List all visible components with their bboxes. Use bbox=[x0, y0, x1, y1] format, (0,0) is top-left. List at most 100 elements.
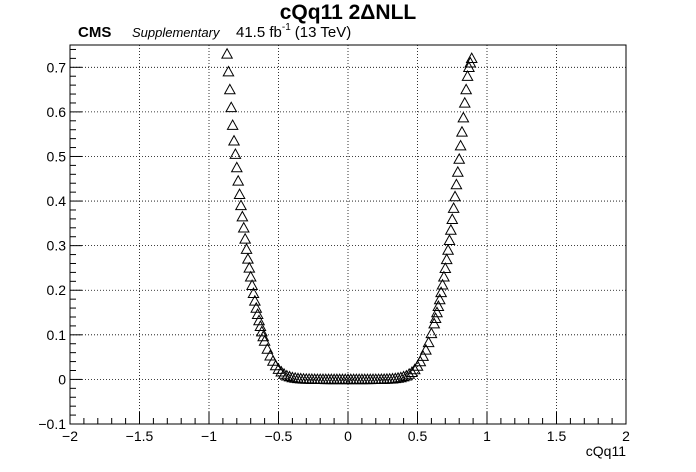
y-tick-labels: −0.1 0 0.1 0.2 0.3 0.4 0.5 0.6 0.7 bbox=[38, 59, 66, 432]
data-point bbox=[225, 101, 238, 113]
data-point bbox=[230, 161, 243, 173]
data-point bbox=[223, 83, 236, 95]
data-point bbox=[258, 334, 271, 346]
data-point bbox=[252, 314, 266, 326]
x-tick-label: −1 bbox=[201, 428, 217, 444]
y-tick-label: −0.1 bbox=[38, 416, 66, 432]
y-tick-label: 0 bbox=[58, 371, 66, 387]
data-point bbox=[451, 165, 464, 177]
data-point bbox=[414, 355, 427, 367]
data-point bbox=[240, 242, 253, 254]
x-tick-label: −1.5 bbox=[126, 428, 154, 444]
data-point bbox=[254, 320, 267, 332]
axis-ticks bbox=[69, 48, 627, 425]
supplementary-label: Supplementary bbox=[132, 25, 221, 40]
x-tick-label: 0.5 bbox=[408, 428, 428, 444]
data-point bbox=[436, 278, 449, 290]
x-tick-label: 1.5 bbox=[547, 428, 567, 444]
data-point bbox=[425, 327, 438, 339]
data-point bbox=[430, 306, 444, 318]
data-point bbox=[246, 279, 259, 290]
data-point bbox=[448, 190, 462, 202]
data-point bbox=[442, 243, 455, 255]
y-tick-label: 0.5 bbox=[47, 148, 67, 164]
data-point bbox=[261, 342, 274, 354]
data-point bbox=[447, 201, 460, 213]
data-point bbox=[454, 139, 467, 151]
data-point bbox=[405, 366, 418, 377]
experiment-label: CMS bbox=[78, 24, 111, 41]
energy-label: (13 TeV) bbox=[295, 24, 351, 41]
data-point bbox=[255, 325, 268, 337]
data-point bbox=[435, 286, 448, 298]
data-point bbox=[444, 223, 457, 235]
data-point bbox=[227, 134, 241, 146]
data-point bbox=[455, 125, 469, 137]
data-point bbox=[232, 174, 245, 186]
data-point bbox=[229, 148, 242, 159]
data-point bbox=[408, 363, 421, 375]
y-tick-label: 0.4 bbox=[47, 193, 67, 209]
data-point bbox=[460, 83, 473, 95]
x-axis-label: cQq11 bbox=[586, 443, 626, 459]
data-point bbox=[243, 261, 256, 273]
data-point bbox=[241, 252, 254, 264]
luminosity-exponent: -1 bbox=[282, 22, 291, 33]
data-point bbox=[419, 343, 432, 355]
data-point bbox=[446, 213, 459, 224]
data-point bbox=[417, 349, 430, 361]
data-point bbox=[443, 234, 456, 245]
data-point bbox=[400, 369, 413, 381]
y-tick-label: 0.2 bbox=[47, 282, 67, 298]
data-point bbox=[272, 362, 285, 374]
data-point bbox=[226, 119, 239, 130]
luminosity-label: 41.5 fb-1 (13 TeV) bbox=[236, 22, 351, 41]
data-point bbox=[280, 369, 293, 381]
data-point bbox=[283, 370, 296, 382]
x-tick-label: 2 bbox=[622, 428, 630, 444]
data-point bbox=[450, 178, 463, 190]
data-point bbox=[222, 65, 235, 77]
y-tick-label: 0.3 bbox=[47, 238, 67, 254]
data-point bbox=[428, 317, 441, 329]
data-point bbox=[458, 96, 471, 108]
data-point bbox=[437, 270, 450, 282]
x-tick-label: −0.5 bbox=[265, 428, 293, 444]
x-tick-label: 0 bbox=[344, 428, 352, 444]
data-point bbox=[278, 367, 291, 379]
data-points bbox=[221, 47, 478, 385]
y-tick-label: 0.7 bbox=[47, 59, 67, 75]
chart-title: cQq11 2ΔNLL bbox=[280, 1, 417, 24]
data-point bbox=[275, 365, 288, 377]
luminosity-value: 41.5 fb bbox=[236, 24, 282, 41]
data-point bbox=[461, 69, 474, 81]
data-point bbox=[237, 221, 250, 233]
data-point bbox=[433, 293, 446, 305]
data-point bbox=[264, 349, 277, 361]
data-point bbox=[221, 47, 234, 59]
data-point bbox=[457, 111, 470, 123]
data-point bbox=[422, 336, 435, 348]
data-point bbox=[465, 52, 478, 64]
y-tick-label: 0.6 bbox=[47, 104, 67, 120]
data-point bbox=[397, 370, 410, 382]
grid bbox=[70, 45, 626, 424]
y-tick-label: 0.1 bbox=[47, 327, 67, 343]
data-point bbox=[453, 152, 466, 164]
data-point bbox=[244, 270, 257, 282]
data-point bbox=[429, 312, 442, 323]
data-point bbox=[439, 262, 452, 274]
data-point bbox=[394, 371, 407, 383]
data-point bbox=[440, 253, 453, 265]
data-point bbox=[236, 210, 249, 222]
data-point bbox=[432, 300, 445, 311]
data-point bbox=[257, 330, 270, 342]
data-point bbox=[266, 354, 279, 366]
data-point bbox=[233, 188, 246, 200]
data-point bbox=[239, 232, 252, 244]
x-tick-label: −2 bbox=[62, 428, 78, 444]
x-tick-label: 1 bbox=[483, 428, 491, 444]
x-tick-labels: −2 −1.5 −1 −0.5 0 0.5 1 1.5 2 bbox=[62, 428, 630, 444]
data-point bbox=[234, 199, 248, 211]
